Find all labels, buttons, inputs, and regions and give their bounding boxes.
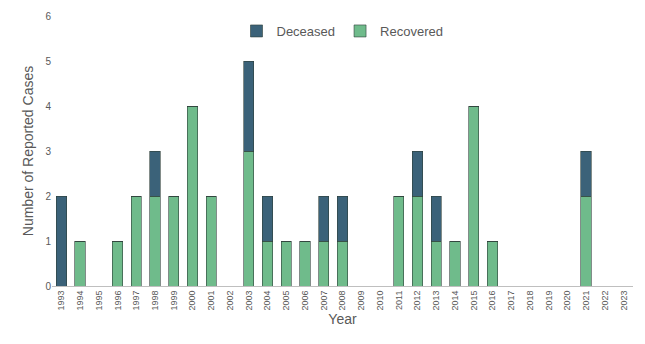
svg-text:4: 4 [45,101,51,112]
svg-text:1998: 1998 [150,291,160,311]
svg-text:2000: 2000 [187,291,197,311]
svg-text:2004: 2004 [262,291,272,311]
svg-text:1994: 1994 [75,291,85,311]
svg-text:0: 0 [45,281,51,292]
svg-text:1: 1 [45,236,51,247]
svg-text:1999: 1999 [169,291,179,311]
svg-text:2023: 2023 [619,291,629,311]
svg-text:2003: 2003 [244,291,254,311]
svg-text:2: 2 [45,191,51,202]
svg-text:2016: 2016 [487,291,497,311]
svg-text:1993: 1993 [56,291,66,311]
svg-text:2014: 2014 [450,291,460,311]
svg-text:1995: 1995 [94,291,104,311]
svg-text:2009: 2009 [356,291,366,311]
svg-text:2011: 2011 [394,291,404,310]
svg-text:Year: Year [328,311,357,327]
svg-text:2010: 2010 [375,291,385,311]
svg-text:1996: 1996 [113,291,123,311]
svg-text:2015: 2015 [469,291,479,311]
svg-text:2001: 2001 [206,291,216,311]
svg-text:2002: 2002 [225,291,235,311]
svg-text:2008: 2008 [337,291,347,311]
svg-text:2005: 2005 [281,291,291,311]
svg-text:Recovered: Recovered [380,24,443,39]
svg-text:2018: 2018 [525,291,535,311]
svg-text:2012: 2012 [412,291,422,311]
svg-text:Number of Reported Cases: Number of Reported Cases [20,66,36,236]
svg-text:2006: 2006 [300,291,310,311]
svg-text:2017: 2017 [506,291,516,311]
svg-text:2019: 2019 [544,291,554,311]
svg-text:2021: 2021 [581,291,591,311]
svg-text:5: 5 [45,56,51,67]
svg-text:Deceased: Deceased [277,24,336,39]
svg-text:2020: 2020 [562,291,572,311]
svg-text:2022: 2022 [600,291,610,311]
svg-text:3: 3 [45,146,51,157]
svg-text:1997: 1997 [131,291,141,311]
svg-text:6: 6 [45,11,51,22]
svg-text:2007: 2007 [319,291,329,311]
svg-text:2013: 2013 [431,291,441,311]
